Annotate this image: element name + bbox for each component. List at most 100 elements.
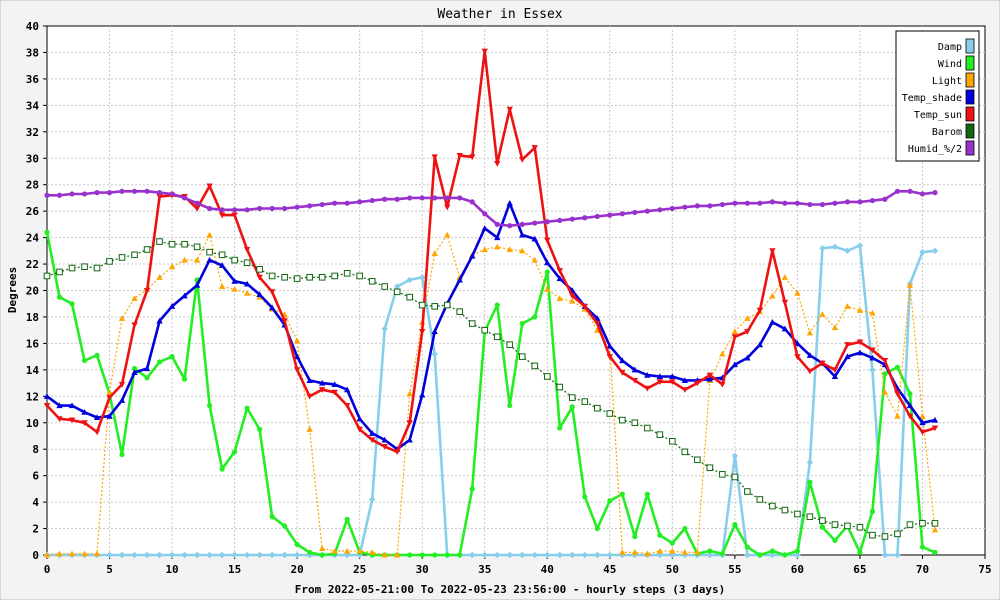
data-point-damp	[894, 551, 901, 559]
data-point-damp	[118, 551, 126, 559]
data-point-temp-shade	[143, 365, 151, 372]
data-point-wind	[131, 365, 138, 372]
data-point-temp-shade	[806, 352, 814, 358]
data-point-temp-shade	[906, 402, 914, 409]
data-point-barom	[156, 238, 163, 245]
data-point-humid-2	[344, 200, 350, 206]
data-point-barom	[894, 530, 901, 538]
data-point-temp-shade	[106, 412, 113, 419]
data-point-barom	[731, 473, 739, 481]
data-point-damp	[706, 551, 714, 559]
data-point-humid-2	[444, 195, 450, 201]
data-point-temp-shade	[669, 373, 676, 380]
data-point-light	[881, 389, 889, 395]
data-point-wind	[907, 391, 913, 397]
legend-swatch-damp	[965, 38, 975, 54]
data-point-wind	[44, 229, 50, 235]
y-tick-label: 30	[26, 152, 39, 165]
data-point-light	[819, 311, 826, 317]
data-point-damp	[181, 551, 188, 559]
data-point-temp-sun	[331, 389, 338, 396]
data-point-temp-shade	[556, 275, 563, 282]
data-point-light	[769, 292, 776, 299]
data-point-temp-shade	[243, 280, 251, 287]
data-point-temp-shade	[756, 341, 764, 348]
data-point-light	[569, 297, 576, 304]
data-point-humid-2	[607, 212, 613, 218]
data-point-temp-shade	[744, 354, 751, 361]
data-point-humid-2	[131, 188, 138, 194]
x-tick-label: 45	[603, 563, 616, 576]
data-point-humid-2	[832, 200, 838, 206]
data-point-humid-2	[844, 199, 851, 205]
data-point-humid-2	[307, 203, 313, 209]
data-point-temp-shade	[606, 342, 613, 349]
data-point-temp-sun	[481, 48, 488, 55]
data-point-light	[181, 256, 188, 263]
x-tick-label: 15	[228, 563, 241, 576]
data-point-light	[931, 526, 939, 533]
data-point-barom	[56, 268, 63, 276]
data-point-temp-sun	[368, 437, 376, 444]
data-point-temp-sun	[293, 367, 301, 374]
data-point-temp-sun	[469, 154, 476, 161]
data-point-temp-shade	[931, 416, 939, 423]
legend-swatch-light	[965, 72, 975, 88]
data-point-temp-shade	[406, 436, 413, 443]
data-point-barom	[168, 240, 176, 248]
data-point-humid-2	[269, 205, 275, 212]
data-point-temp-sun	[156, 194, 163, 200]
data-point-wind	[619, 491, 625, 497]
data-point-wind	[882, 371, 888, 377]
data-point-light	[444, 231, 451, 238]
data-point-light	[231, 285, 238, 292]
data-point-barom	[456, 308, 464, 315]
legend-label-light: Light	[932, 76, 962, 87]
data-point-barom	[819, 517, 826, 524]
data-point-damp	[268, 551, 276, 559]
data-point-humid-2	[81, 191, 88, 197]
series-humid-2	[44, 188, 938, 229]
data-point-wind	[857, 549, 863, 555]
data-point-temp-shade	[231, 278, 238, 284]
data-point-wind	[682, 525, 688, 532]
data-point-temp-sun	[606, 354, 613, 360]
data-point-temp-shade	[168, 303, 176, 309]
data-point-wind	[719, 551, 725, 557]
data-point-barom	[493, 333, 501, 341]
data-point-damp	[606, 551, 613, 559]
chart-title: Weather in Essex	[437, 7, 562, 22]
x-tick-label: 5	[106, 563, 113, 576]
data-point-barom	[543, 373, 551, 380]
legend-swatch-wind	[965, 55, 975, 71]
data-point-temp-sun	[906, 413, 914, 420]
data-point-damp	[556, 551, 563, 559]
legend-label-humid-2: Humid_%/2	[908, 144, 962, 155]
data-point-light	[781, 274, 789, 280]
data-point-temp-shade	[156, 317, 163, 324]
data-point-temp-shade	[856, 349, 864, 356]
data-point-temp-sun	[406, 420, 413, 426]
legend-label-barom: Barom	[932, 127, 962, 138]
data-point-humid-2	[194, 200, 200, 206]
data-point-damp	[881, 551, 889, 559]
data-point-barom	[844, 522, 851, 530]
data-point-barom	[856, 523, 864, 531]
data-point-humid-2	[244, 207, 250, 213]
data-point-temp-shade	[43, 393, 51, 399]
x-tick-label: 50	[666, 563, 679, 576]
data-point-temp-shade	[769, 319, 776, 325]
data-point-damp	[819, 244, 826, 252]
legend-swatch-temp-sun	[965, 106, 975, 122]
data-point-temp-sun	[694, 380, 701, 387]
data-point-humid-2	[894, 188, 901, 194]
data-point-light	[644, 550, 651, 557]
data-point-temp-sun	[431, 154, 438, 161]
y-tick-label: 36	[26, 73, 40, 86]
data-point-barom	[68, 264, 76, 272]
data-point-barom	[581, 398, 589, 405]
data-point-wind	[469, 486, 475, 492]
data-point-wind	[507, 402, 513, 409]
data-point-light	[681, 549, 689, 555]
